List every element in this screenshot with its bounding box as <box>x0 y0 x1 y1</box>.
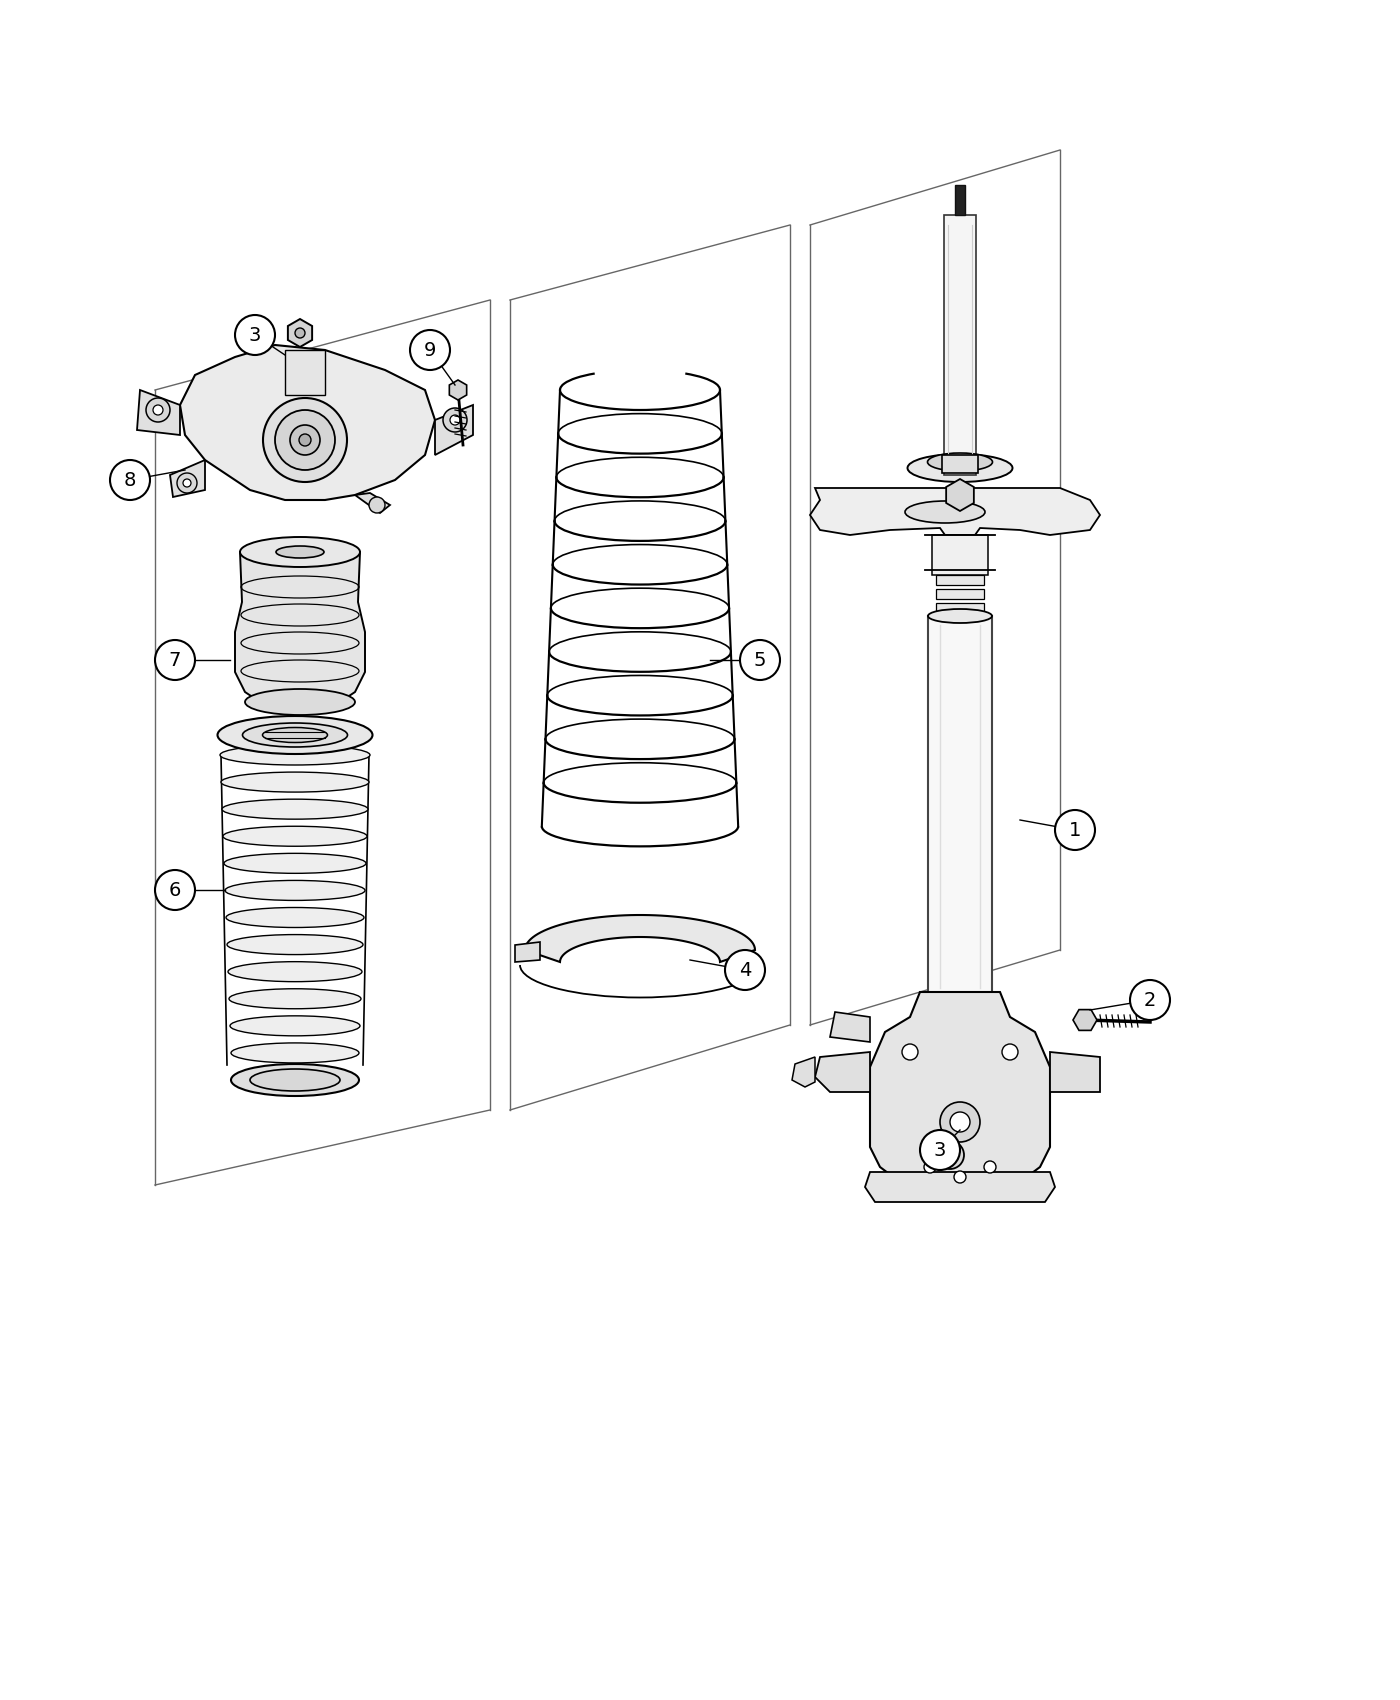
Circle shape <box>235 314 274 355</box>
Circle shape <box>1056 809 1095 850</box>
Polygon shape <box>235 552 365 702</box>
Bar <box>955 185 965 214</box>
Ellipse shape <box>225 908 364 928</box>
Bar <box>937 604 984 614</box>
Text: 9: 9 <box>424 340 437 359</box>
Circle shape <box>1002 1044 1018 1061</box>
Ellipse shape <box>223 826 367 847</box>
Ellipse shape <box>242 722 347 746</box>
Ellipse shape <box>927 452 993 471</box>
Circle shape <box>370 496 385 513</box>
Ellipse shape <box>225 881 365 901</box>
Polygon shape <box>181 345 435 500</box>
Text: 4: 4 <box>739 960 752 979</box>
Circle shape <box>944 1148 958 1163</box>
Polygon shape <box>865 1171 1056 1202</box>
Bar <box>937 588 984 598</box>
Text: 7: 7 <box>169 651 181 670</box>
Ellipse shape <box>231 1042 358 1062</box>
Ellipse shape <box>907 454 1012 483</box>
Circle shape <box>183 479 190 486</box>
Circle shape <box>295 328 305 338</box>
Polygon shape <box>830 1012 869 1042</box>
Polygon shape <box>792 1057 815 1086</box>
Polygon shape <box>137 389 181 435</box>
Circle shape <box>449 415 461 425</box>
Circle shape <box>111 461 150 500</box>
Text: 5: 5 <box>753 651 766 670</box>
Polygon shape <box>815 1052 869 1091</box>
Ellipse shape <box>263 728 328 743</box>
Polygon shape <box>1072 1010 1098 1030</box>
Text: 6: 6 <box>169 881 181 899</box>
Text: 3: 3 <box>934 1141 946 1159</box>
Text: 3: 3 <box>249 325 262 345</box>
Circle shape <box>939 1102 980 1142</box>
Ellipse shape <box>230 1017 360 1035</box>
Circle shape <box>741 639 780 680</box>
Polygon shape <box>811 488 1100 536</box>
Polygon shape <box>449 381 466 400</box>
Circle shape <box>263 398 347 483</box>
Polygon shape <box>356 493 391 513</box>
Bar <box>942 456 979 473</box>
Polygon shape <box>435 405 473 456</box>
Polygon shape <box>869 993 1050 1182</box>
Circle shape <box>274 410 335 469</box>
Circle shape <box>300 434 311 445</box>
Circle shape <box>146 398 169 422</box>
Circle shape <box>153 405 162 415</box>
Ellipse shape <box>276 546 323 558</box>
Circle shape <box>176 473 197 493</box>
Ellipse shape <box>224 853 365 874</box>
Bar <box>932 536 988 575</box>
Circle shape <box>155 870 195 910</box>
Polygon shape <box>286 350 325 394</box>
Ellipse shape <box>220 745 370 765</box>
Ellipse shape <box>245 688 356 716</box>
Text: 2: 2 <box>1144 991 1156 1010</box>
Text: 8: 8 <box>123 471 136 490</box>
Circle shape <box>984 1161 995 1173</box>
Ellipse shape <box>227 935 363 955</box>
Polygon shape <box>946 479 974 512</box>
Text: 1: 1 <box>1068 821 1081 840</box>
Polygon shape <box>169 461 204 496</box>
Bar <box>928 615 993 996</box>
Circle shape <box>1130 979 1170 1020</box>
Polygon shape <box>515 942 540 962</box>
Circle shape <box>953 1171 966 1183</box>
Circle shape <box>410 330 449 371</box>
Circle shape <box>924 1161 937 1173</box>
Bar <box>944 214 976 474</box>
Circle shape <box>290 425 321 456</box>
Ellipse shape <box>231 1064 358 1096</box>
Ellipse shape <box>928 609 993 622</box>
Circle shape <box>920 1130 960 1170</box>
Ellipse shape <box>230 989 361 1008</box>
Circle shape <box>155 639 195 680</box>
Circle shape <box>902 1044 918 1061</box>
Circle shape <box>937 1141 965 1170</box>
Ellipse shape <box>239 537 360 568</box>
Circle shape <box>951 1112 970 1132</box>
Ellipse shape <box>223 799 368 819</box>
Ellipse shape <box>221 772 370 792</box>
Ellipse shape <box>228 962 363 981</box>
Polygon shape <box>525 915 755 962</box>
Bar <box>937 575 984 585</box>
Circle shape <box>725 950 764 989</box>
Ellipse shape <box>251 1069 340 1091</box>
Ellipse shape <box>904 502 986 524</box>
Circle shape <box>442 408 468 432</box>
Polygon shape <box>288 320 312 347</box>
Ellipse shape <box>217 716 372 755</box>
Polygon shape <box>1050 1052 1100 1091</box>
